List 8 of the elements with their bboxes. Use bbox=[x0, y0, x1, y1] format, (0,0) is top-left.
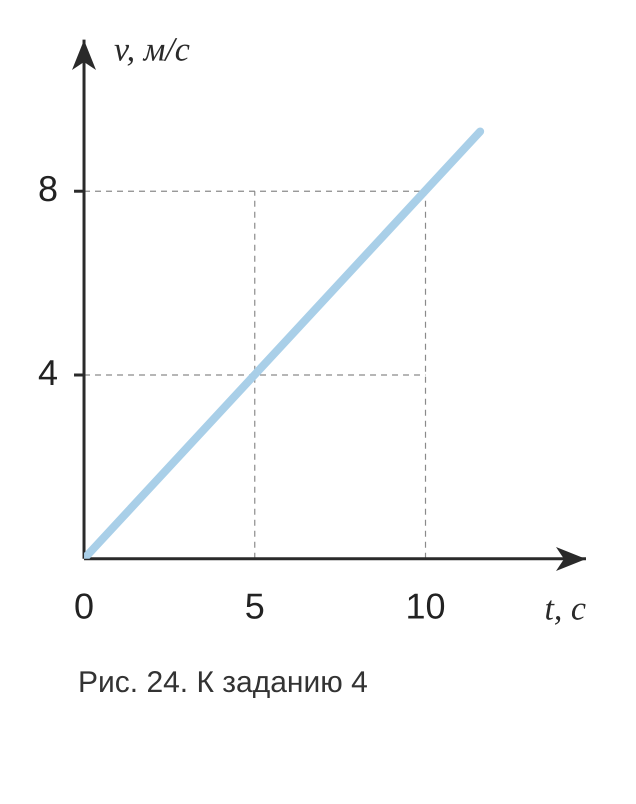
x-tick-label: 5 bbox=[244, 585, 265, 626]
y-tick-label: 4 bbox=[38, 352, 58, 393]
x-tick-label: 10 bbox=[405, 585, 446, 626]
x-tick-label: 0 bbox=[74, 585, 94, 626]
y-tick-label: 8 bbox=[38, 168, 58, 210]
y-axis-title: v, м/с bbox=[114, 32, 190, 69]
text: Рис. 24. К заданию 4 bbox=[78, 666, 369, 700]
x-axis-title: t, с bbox=[544, 590, 586, 628]
